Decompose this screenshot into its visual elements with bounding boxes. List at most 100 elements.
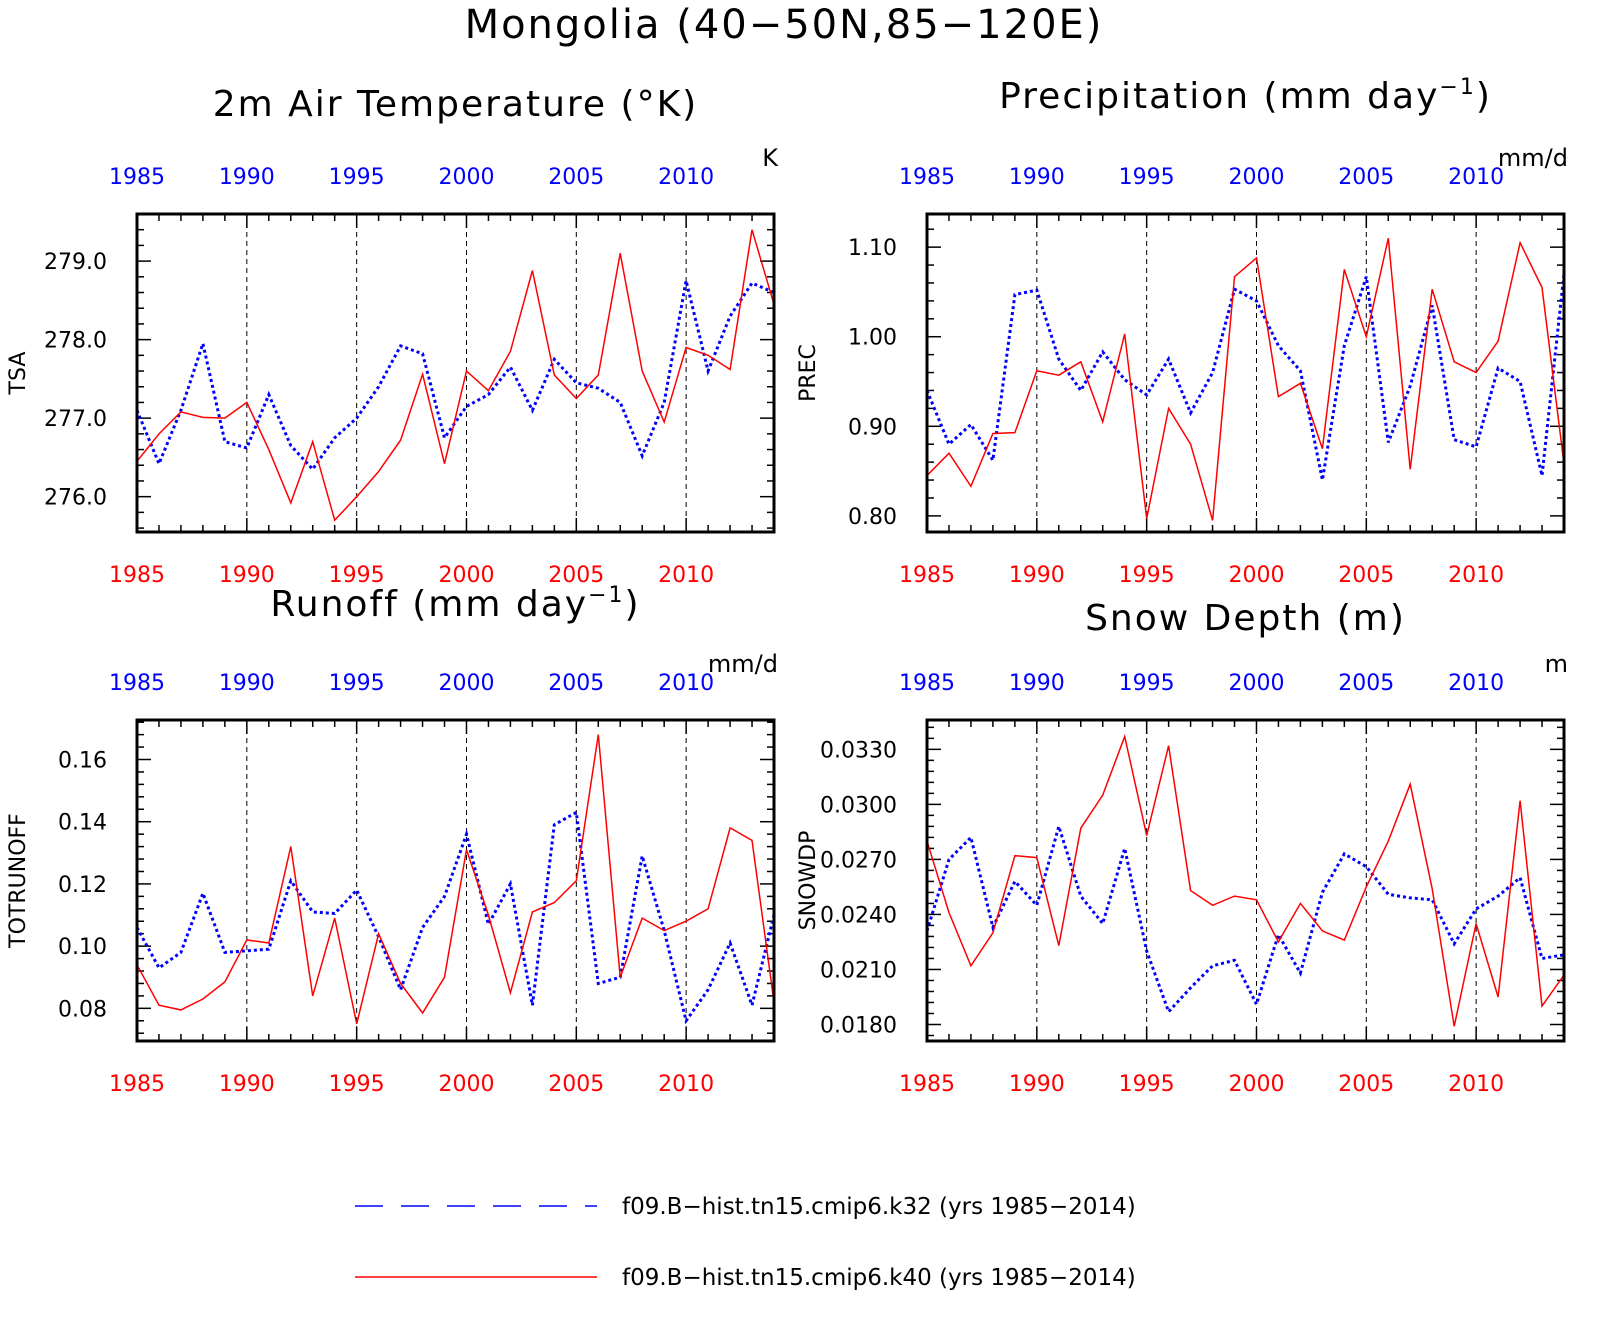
y-tick-label: 0.10 xyxy=(58,935,107,960)
panel-title: Runoff (mm day−1) xyxy=(270,583,640,625)
x-tick-label-bottom: 2005 xyxy=(548,563,604,588)
y-axis-label: TSA xyxy=(6,352,31,396)
x-tick-label-top: 2000 xyxy=(438,165,494,190)
x-tick-label-bottom: 2005 xyxy=(548,1072,604,1097)
series-line-0 xyxy=(927,821,1564,1015)
y-tick-label: 0.08 xyxy=(58,997,107,1022)
x-tick-label-bottom: 1990 xyxy=(219,1072,275,1097)
chart-panel-0: 2m Air Temperature (°K) K TSA 276.0 277.0 278… xyxy=(6,84,779,588)
panel-title-main: 2m Air Temperature (°K) xyxy=(213,84,698,125)
x-tick-label-top: 2010 xyxy=(658,671,714,696)
x-tick-label-bottom: 2000 xyxy=(1228,563,1284,588)
x-tick-label-top: 1995 xyxy=(1119,671,1175,696)
legend-label-1: f09.B−hist.tn15.cmip6.k40 (yrs 1985−2014… xyxy=(622,1265,1136,1291)
units-label: m xyxy=(1545,650,1568,678)
plot-frame xyxy=(925,718,1566,1043)
units-label: mm/d xyxy=(708,650,778,678)
x-tick-label-bottom: 2005 xyxy=(1338,1072,1394,1097)
series-line-1 xyxy=(927,733,1564,1027)
x-tick-label-bottom: 1995 xyxy=(1119,563,1175,588)
legend: f09.B−hist.tn15.cmip6.k32 (yrs 1985−2014… xyxy=(355,1194,1136,1291)
y-tick-label: 0.0270 xyxy=(820,848,897,873)
x-tick-label-bottom: 2000 xyxy=(438,1072,494,1097)
y-axis-label: SNOWDP xyxy=(796,831,821,931)
plot-frame xyxy=(135,718,776,1043)
x-tick-label-top: 1985 xyxy=(899,165,955,190)
y-tick-label: 0.0240 xyxy=(820,903,897,928)
x-tick-label-bottom: 1990 xyxy=(1009,1072,1065,1097)
legend-label-0: f09.B−hist.tn15.cmip6.k32 (yrs 1985−2014… xyxy=(622,1194,1136,1220)
x-tick-label-top: 1985 xyxy=(109,671,165,696)
x-tick-label-bottom: 1990 xyxy=(1009,563,1065,588)
y-tick-label: 0.0300 xyxy=(820,793,897,818)
y-tick-label: 279.0 xyxy=(44,250,107,275)
y-tick-label: 0.14 xyxy=(58,811,107,836)
panel-title-main: Snow Depth (m) xyxy=(1085,598,1406,639)
series-line-1 xyxy=(137,734,774,1025)
series-line-0 xyxy=(137,280,774,472)
x-tick-label-top: 1990 xyxy=(219,671,275,696)
y-axis-label: PREC xyxy=(796,344,821,402)
x-tick-label-bottom: 2010 xyxy=(1448,563,1504,588)
chart-figure: Mongolia (40−50N,85−120E) 2m Air Tempera… xyxy=(6,2,1568,1291)
x-tick-label-bottom: 2005 xyxy=(1338,563,1394,588)
x-tick-label-bottom: 1990 xyxy=(219,563,275,588)
x-tick-label-bottom: 1985 xyxy=(109,1072,165,1097)
x-tick-label-top: 2005 xyxy=(1338,165,1394,190)
panel-title: 2m Air Temperature (°K) xyxy=(213,84,698,125)
x-tick-label-bottom: 2010 xyxy=(658,1072,714,1097)
y-tick-label: 0.16 xyxy=(58,749,107,774)
series-line-1 xyxy=(927,238,1564,521)
x-tick-label-top: 1985 xyxy=(109,165,165,190)
series-line-0 xyxy=(137,809,774,1025)
x-tick-label-bottom: 2010 xyxy=(658,563,714,588)
panel-title-main: Precipitation (mm day xyxy=(999,76,1439,117)
x-tick-label-top: 2000 xyxy=(1228,165,1284,190)
x-tick-label-bottom: 1995 xyxy=(1119,1072,1175,1097)
main-title: Mongolia (40−50N,85−120E) xyxy=(465,2,1104,48)
x-tick-label-top: 2000 xyxy=(438,671,494,696)
x-tick-label-top: 2010 xyxy=(1448,671,1504,696)
plot-frame xyxy=(135,212,776,534)
x-tick-label-top: 1990 xyxy=(1009,165,1065,190)
y-tick-label: 0.80 xyxy=(848,505,897,530)
y-tick-label: 1.10 xyxy=(848,236,897,261)
y-tick-label: 0.0210 xyxy=(820,958,897,983)
panel-title-superscript: −1 xyxy=(588,583,624,608)
x-tick-label-top: 1990 xyxy=(219,165,275,190)
panel-title: Snow Depth (m) xyxy=(1085,598,1406,639)
x-tick-label-top: 2005 xyxy=(548,165,604,190)
y-tick-label: 0.12 xyxy=(58,873,107,898)
x-tick-label-bottom: 2000 xyxy=(438,563,494,588)
y-tick-label: 1.00 xyxy=(848,326,897,351)
chart-panel-1: Precipitation (mm day−1)mm/d PREC 0.80 0.90… xyxy=(796,75,1568,588)
y-tick-label: 277.0 xyxy=(44,407,107,432)
x-tick-label-top: 1995 xyxy=(1119,165,1175,190)
chart-panel-3: Snow Depth (m) m SNOWDP 0.0180 0.0210 0.0240 0… xyxy=(796,598,1568,1097)
x-tick-label-bottom: 1995 xyxy=(329,563,385,588)
y-axis-label: TOTRUNOFF xyxy=(6,813,31,949)
x-tick-label-top: 1995 xyxy=(329,165,385,190)
x-tick-label-bottom: 2010 xyxy=(1448,1072,1504,1097)
series-line-1 xyxy=(137,229,774,522)
x-tick-label-top: 1985 xyxy=(899,671,955,696)
x-tick-label-bottom: 1985 xyxy=(899,1072,955,1097)
panel-title-superscript: −1 xyxy=(1439,75,1475,100)
x-tick-label-bottom: 1995 xyxy=(329,1072,385,1097)
x-tick-label-bottom: 1985 xyxy=(109,563,165,588)
panel-title-main: Runoff (mm day xyxy=(270,584,588,625)
x-tick-label-bottom: 1985 xyxy=(899,563,955,588)
plot-frame xyxy=(925,212,1566,534)
panels-group: 2m Air Temperature (°K) K TSA 276.0 277.0 278… xyxy=(6,75,1568,1097)
panel-title-tail: ) xyxy=(625,584,641,625)
y-tick-label: 0.90 xyxy=(848,415,897,440)
panel-title: Precipitation (mm day−1) xyxy=(999,75,1492,117)
x-tick-label-top: 2010 xyxy=(1448,165,1504,190)
units-label: K xyxy=(762,144,779,172)
series-line-0 xyxy=(927,273,1564,481)
units-label: mm/d xyxy=(1498,144,1568,172)
y-tick-label: 0.0330 xyxy=(820,738,897,763)
x-tick-label-top: 1995 xyxy=(329,671,385,696)
x-tick-label-top: 2005 xyxy=(1338,671,1394,696)
x-tick-label-top: 2000 xyxy=(1228,671,1284,696)
